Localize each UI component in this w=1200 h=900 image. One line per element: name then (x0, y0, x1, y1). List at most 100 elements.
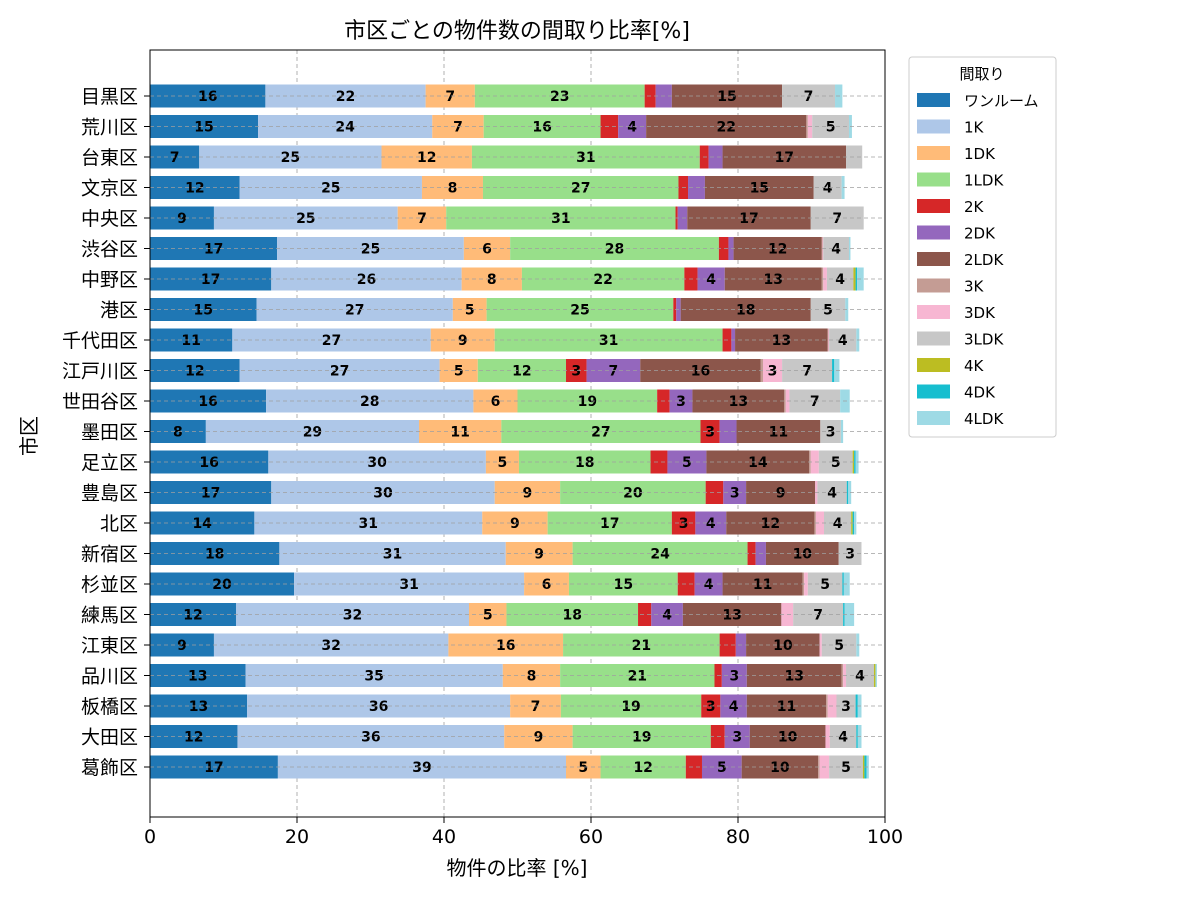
y-tick-label: 新宿区 (81, 544, 138, 566)
segment-label: 17 (201, 486, 220, 502)
bar-segment (853, 267, 856, 291)
segment-label: 7 (170, 150, 180, 166)
legend-entry-label: 4K (964, 357, 985, 375)
bar-segment (694, 572, 723, 596)
legend-entry-label: 1DK (964, 145, 996, 163)
bar-segment (741, 755, 819, 779)
segment-label: 27 (330, 364, 349, 380)
segment-label: 9 (534, 547, 544, 563)
segment-label: 17 (775, 150, 794, 166)
segment-label: 4 (662, 608, 672, 624)
x-axis: 0 20 40 60 80 100 (144, 817, 903, 848)
legend-swatch (917, 358, 950, 372)
segment-label: 18 (205, 547, 224, 563)
segment-label: 7 (813, 608, 823, 624)
bar-segment (150, 328, 233, 352)
segment-label: 27 (322, 333, 341, 349)
bar-segment (430, 328, 495, 352)
segment-label: 12 (768, 242, 787, 258)
bar-segment (650, 450, 668, 474)
y-tick-label: 目黒区 (81, 86, 138, 108)
segment-label: 31 (576, 150, 595, 166)
segment-label: 10 (773, 638, 793, 654)
segment-label: 7 (417, 211, 427, 227)
bar-segment (150, 664, 246, 687)
legend-entry-label: 4LDK (964, 410, 1004, 428)
bar-segment (521, 267, 685, 291)
bar-segment (854, 511, 857, 535)
segment-label: 17 (739, 211, 758, 227)
bar-segment (829, 328, 857, 352)
bar-segment (600, 115, 619, 138)
segment-label: 5 (498, 455, 508, 471)
segment-label: 5 (483, 608, 493, 624)
segment-label: 4 (706, 272, 716, 288)
bar-segment (854, 450, 856, 474)
segment-label: 5 (831, 455, 841, 471)
bar-segment (150, 115, 259, 138)
segment-label: 4 (835, 272, 845, 288)
bar-segment (747, 542, 756, 565)
bar-segment (708, 145, 723, 169)
plot-frame (149, 49, 886, 818)
bar-segment (855, 267, 858, 291)
bar-segment (213, 633, 449, 657)
segment-label: 27 (591, 425, 610, 441)
bar-segment (832, 359, 835, 382)
bar-segment (810, 298, 846, 321)
segment-label: 12 (185, 364, 204, 380)
y-axis: 目黒区荒川区台東区文京区中央区渋谷区中野区港区千代田区江戸川区世田谷区墨田区足立… (62, 86, 150, 779)
bar-segment (806, 115, 808, 138)
bar-segment (572, 542, 748, 565)
segment-label: 12 (183, 608, 202, 624)
legend-swatch (917, 93, 950, 107)
bar-segment (677, 572, 695, 596)
segment-label: 7 (445, 89, 455, 105)
legend-swatch (917, 384, 950, 399)
bar-segment (804, 572, 808, 596)
segment-label: 24 (335, 120, 355, 136)
segment-label: 36 (369, 699, 388, 715)
legend-entry-label: ワンルーム (964, 92, 1039, 110)
segment-label: 8 (527, 669, 537, 685)
bar-segment (150, 694, 248, 718)
segment-label: 4 (627, 120, 637, 136)
segment-label: 16 (532, 120, 551, 136)
bar-segment (566, 755, 601, 779)
segment-label: 6 (482, 242, 492, 258)
bar-segment (448, 633, 564, 657)
segment-label: 13 (722, 608, 741, 624)
segment-label: 31 (599, 333, 618, 349)
segment-label: 3 (768, 364, 778, 380)
segment-label: 31 (399, 577, 418, 593)
segment-label: 7 (531, 699, 541, 715)
y-tick-label: 中央区 (81, 208, 138, 230)
bar-segment (239, 176, 422, 199)
segment-label: 22 (593, 272, 612, 288)
bar-segment (446, 206, 676, 230)
segment-label: 12 (417, 150, 436, 166)
bar-segment (150, 267, 272, 291)
bar-segment (618, 115, 647, 138)
bar-segment (784, 389, 786, 413)
segment-label: 20 (623, 486, 643, 502)
segment-label: 30 (373, 486, 393, 502)
bar-segment (397, 206, 447, 230)
x-tick-label: 100 (867, 826, 903, 848)
y-tick-label: 港区 (100, 300, 138, 322)
legend-swatch (917, 411, 950, 425)
segment-label: 3 (732, 730, 742, 746)
segment-label: 4 (823, 181, 833, 197)
segment-label: 5 (826, 120, 836, 136)
bar-segment (452, 298, 487, 321)
segment-label: 25 (296, 211, 315, 227)
segment-label: 31 (359, 516, 378, 532)
bar-segment (505, 542, 573, 565)
segment-label: 25 (281, 150, 300, 166)
y-tick-label: 足立区 (81, 452, 138, 474)
bar-segment (265, 84, 426, 108)
bar-segment (736, 420, 821, 443)
segment-label: 3 (845, 547, 855, 563)
segment-label: 4 (706, 516, 716, 532)
